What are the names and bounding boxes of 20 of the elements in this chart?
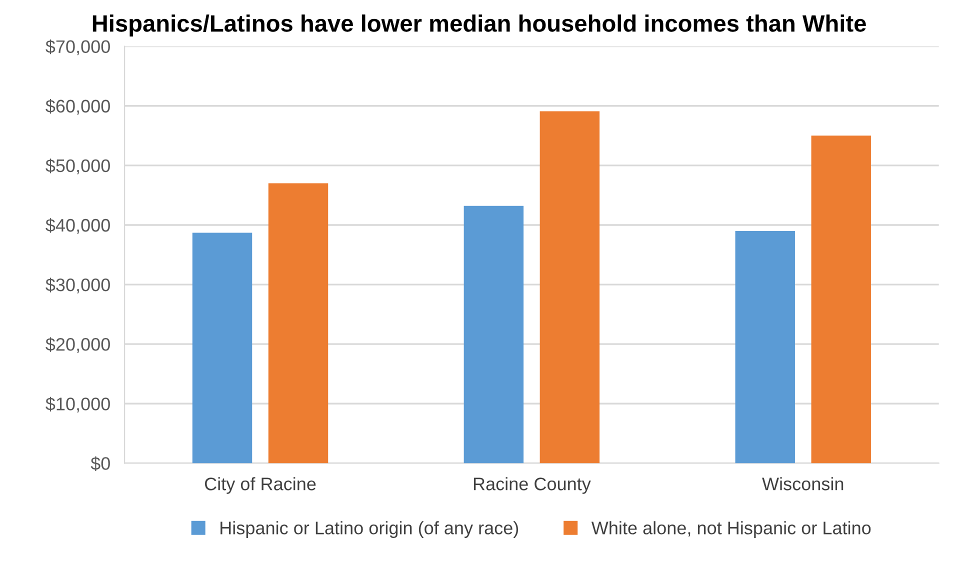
y-tick-label: $30,000 — [46, 278, 110, 294]
legend-label: White alone, not Hispanic or Latino — [591, 521, 871, 538]
y-tick-label: $40,000 — [46, 218, 110, 234]
y-tick-label: $50,000 — [46, 158, 110, 174]
bar — [735, 230, 795, 464]
y-tick-label: $60,000 — [46, 99, 110, 115]
bar — [811, 136, 871, 464]
y-tick-label: $70,000 — [46, 39, 110, 56]
bar — [464, 206, 524, 464]
x-tick-label: Racine County — [474, 477, 591, 494]
y-tick-label: $10,000 — [46, 396, 110, 412]
y-tick-label: $0 — [90, 456, 110, 471]
bar — [540, 111, 600, 464]
y-tick-label: $20,000 — [46, 337, 110, 353]
chart-title: Hispanics/Latinos have lower median household incomes than White — [92, 14, 866, 36]
legend-label: Hispanic or Latino origin (of any race) — [220, 521, 518, 538]
bar — [192, 232, 252, 464]
bar — [268, 183, 328, 464]
x-tick-label: City of Racine — [204, 477, 316, 494]
x-tick-label: Wisconsin — [762, 477, 844, 490]
